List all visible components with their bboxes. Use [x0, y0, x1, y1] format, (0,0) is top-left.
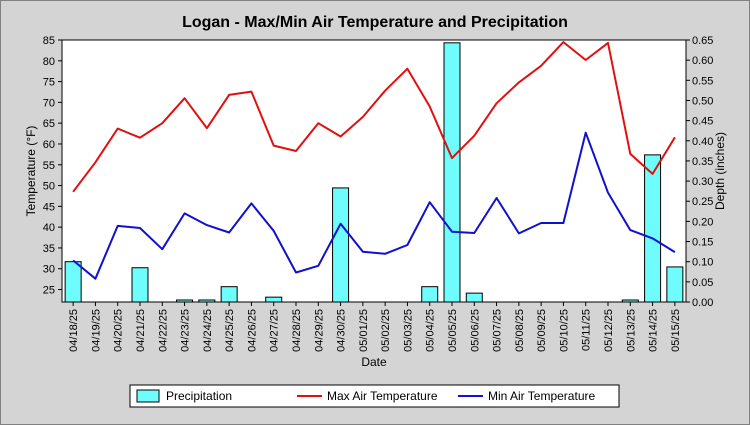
y-axis-right-label: Depth (inches): [713, 132, 727, 210]
x-tick-label: 04/20/25: [113, 309, 125, 352]
chart-title: Logan - Max/Min Air Temperature and Prec…: [182, 14, 568, 31]
y-left-tick-label: 25: [43, 285, 55, 297]
y-right-tick-label: 0.30: [692, 176, 713, 188]
precipitation-bar: [666, 266, 684, 303]
x-tick-label: 04/26/25: [246, 309, 258, 352]
x-tick-label: 04/22/25: [157, 309, 169, 352]
x-tick-label: 05/14/25: [648, 309, 660, 352]
precipitation-bar: [332, 187, 350, 303]
y-left-tick-label: 35: [43, 243, 55, 255]
y-left-tick-label: 70: [43, 97, 55, 109]
y-axis-left-label: Temperature (°F): [24, 126, 38, 217]
precipitation-bar: [198, 299, 216, 303]
y-left-tick-label: 80: [43, 56, 55, 68]
y-left-tick-label: 45: [43, 201, 55, 213]
y-right-tick-label: 0.60: [692, 55, 713, 67]
legend-swatch-precipitation: [136, 389, 160, 403]
x-tick-label: 04/27/25: [269, 309, 281, 352]
x-tick-label: 05/11/25: [581, 309, 593, 351]
y-right-tick-label: 0.65: [692, 35, 713, 47]
y-right-tick-label: 0.40: [692, 136, 713, 148]
x-tick-label: 04/28/25: [291, 309, 303, 352]
precipitation-bars: [64, 42, 684, 303]
y-left-tick-label: 40: [43, 222, 55, 234]
precipitation-bar: [644, 154, 662, 303]
x-tick-label: 05/04/25: [425, 309, 437, 352]
x-tick-label: 04/18/25: [68, 309, 80, 352]
y-right-tick-label: 0.45: [692, 116, 713, 128]
min-temp-line: [72, 131, 676, 280]
y-left-tick-label: 60: [43, 139, 55, 151]
y-right-tick-label: 0.35: [692, 156, 713, 168]
legend-label-precipitation: Precipitation: [166, 389, 232, 403]
legend-label-min-temp: Min Air Temperature: [488, 389, 595, 403]
x-tick-label: 04/24/25: [202, 309, 214, 352]
x-tick-label: 04/21/25: [135, 309, 147, 352]
x-tick-label: 04/23/25: [180, 309, 192, 352]
x-tick-label: 05/01/25: [358, 309, 370, 352]
precipitation-bar: [421, 286, 439, 303]
precipitation-bar: [443, 42, 461, 303]
precipitation-bar: [131, 267, 149, 303]
y-left-tick-label: 65: [43, 118, 55, 130]
y-axis-right: 0.00 0.05 0.10 0.15 0.20 0.25 0.30 0.35 0.40 0.45…: [686, 35, 713, 309]
x-tick-label: 04/19/25: [90, 309, 102, 352]
precipitation-bar: [265, 296, 283, 303]
x-tick-label: 04/30/25: [336, 309, 348, 352]
precipitation-bar: [220, 286, 238, 303]
x-tick-label: 05/09/25: [536, 309, 548, 352]
x-axis: 04/18/25 04/19/25 04/20/25 04/21/25 04/22/25…: [68, 302, 682, 352]
legend: Precipitation Max Air Temperature Min Ai…: [129, 384, 620, 408]
y-right-tick-label: 0.55: [692, 75, 713, 87]
plot-area: [61, 39, 687, 303]
y-right-tick-label: 0.20: [692, 216, 713, 228]
x-tick-label: 05/13/25: [625, 309, 637, 352]
x-axis-label: Date: [361, 355, 387, 369]
precipitation-bar: [64, 261, 82, 303]
x-tick-label: 05/05/25: [447, 309, 459, 352]
legend-box: [129, 384, 620, 408]
y-left-tick-label: 75: [43, 77, 55, 89]
x-tick-label: 05/10/25: [558, 309, 570, 352]
y-right-tick-label: 0.00: [692, 297, 713, 309]
y-axis-left: 25 30 35 40 45 50 55 60 65 70 75 80 85: [43, 35, 62, 297]
x-tick-label: 05/15/25: [670, 309, 682, 352]
temperature-lines: [72, 41, 676, 280]
max-temp-line: [72, 41, 676, 193]
y-right-tick-label: 0.15: [692, 237, 713, 249]
precipitation-bar: [621, 299, 639, 303]
x-tick-label: 05/07/25: [492, 309, 504, 352]
y-left-tick-label: 85: [43, 35, 55, 47]
legend-label-max-temp: Max Air Temperature: [327, 389, 438, 403]
y-right-tick-label: 0.25: [692, 196, 713, 208]
y-right-tick-label: 0.10: [692, 257, 713, 269]
x-tick-label: 04/29/25: [313, 309, 325, 352]
x-tick-label: 05/06/25: [469, 309, 481, 352]
y-right-tick-label: 0.05: [692, 277, 713, 289]
x-tick-label: 04/25/25: [224, 309, 236, 352]
y-left-tick-label: 50: [43, 181, 55, 193]
y-left-tick-label: 55: [43, 160, 55, 172]
x-tick-label: 05/02/25: [380, 309, 392, 352]
y-right-tick-label: 0.50: [692, 95, 713, 107]
x-tick-label: 05/08/25: [514, 309, 526, 352]
x-tick-label: 05/03/25: [402, 309, 414, 352]
precipitation-bar: [176, 299, 194, 303]
y-left-tick-label: 30: [43, 264, 55, 276]
precipitation-bar: [465, 292, 483, 303]
x-tick-label: 05/12/25: [603, 309, 615, 352]
